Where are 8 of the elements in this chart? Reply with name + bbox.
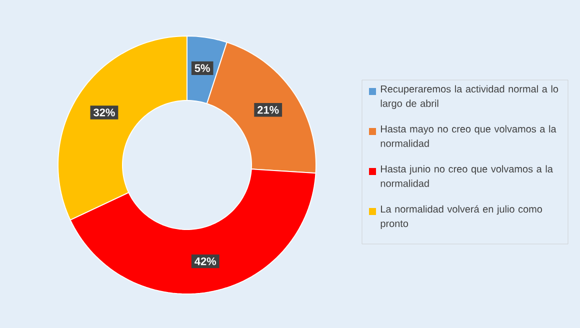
data-label: 5%	[194, 64, 210, 72]
data-label: 21%	[258, 106, 279, 114]
data-label: 42%	[194, 257, 216, 266]
legend-label: Hasta junio no creo que volvamos a la normalidad	[380, 165, 553, 187]
legend-label: La normalidad volverá en julio como pronto	[380, 205, 542, 230]
data-label: 32%	[94, 108, 115, 116]
legend-label: Hasta mayo no creo que volvamos a la normalidad	[380, 125, 556, 147]
legend-label: Recuperaremos la actividad normal a lo largo de abril	[380, 85, 558, 109]
